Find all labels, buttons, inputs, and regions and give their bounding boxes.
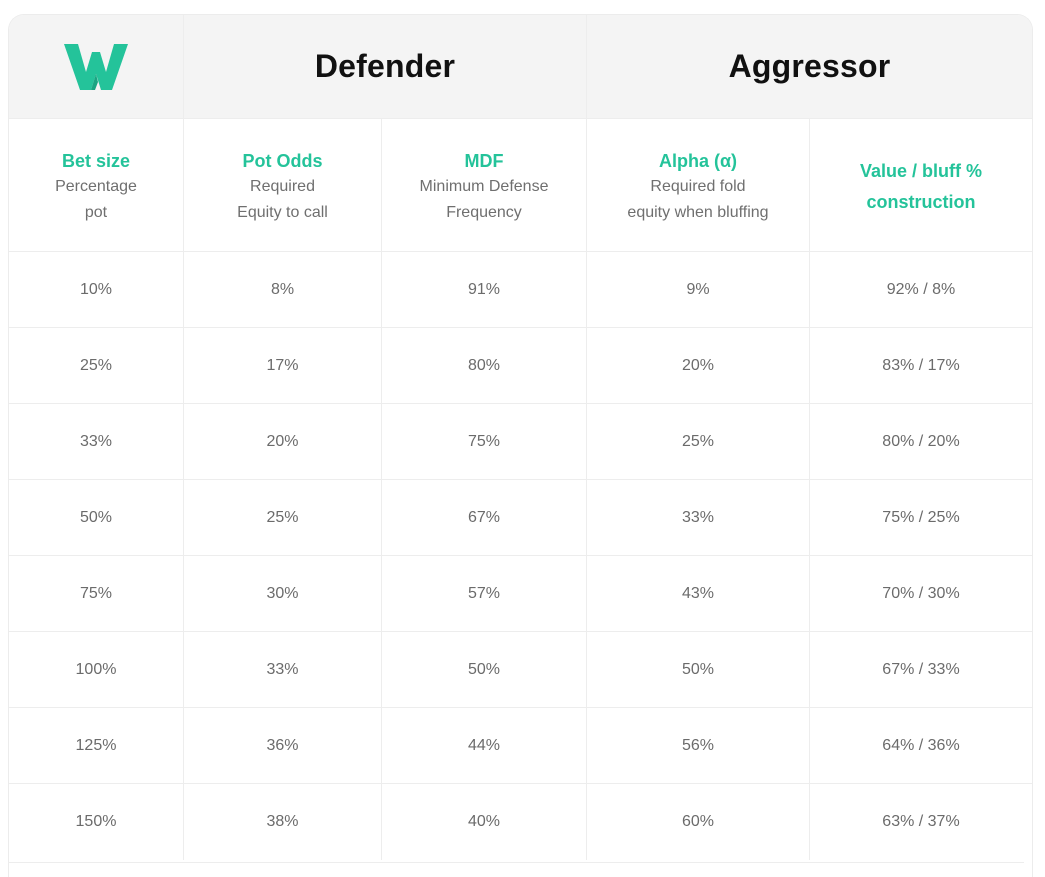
table-bottom-divider — [8, 862, 1024, 863]
table-cell: 10% — [9, 252, 184, 328]
table-cell: 92% / 8% — [810, 252, 1032, 328]
table-cell: 60% — [587, 784, 810, 860]
table-cell: 50% — [382, 632, 587, 708]
table-cell: 38% — [184, 784, 382, 860]
table-cell: 83% / 17% — [810, 328, 1032, 404]
column-subtitle: Minimum Defense — [419, 178, 549, 195]
table-cell: 43% — [587, 556, 810, 632]
table-cell: 56% — [587, 708, 810, 784]
table-cell: 30% — [184, 556, 382, 632]
table-cell: 33% — [9, 404, 184, 480]
table-cell: 9% — [587, 252, 810, 328]
table-cell: 25% — [9, 328, 184, 404]
column-header-pot-odds: Pot Odds Required Equity to call — [184, 119, 382, 252]
table-cell: 20% — [587, 328, 810, 404]
table-cell: 91% — [382, 252, 587, 328]
table-cell: 150% — [9, 784, 184, 860]
table-cell: 100% — [9, 632, 184, 708]
table-cell: 17% — [184, 328, 382, 404]
aggressor-group-header: Aggressor — [587, 15, 1032, 119]
column-title: Pot Odds — [242, 151, 323, 171]
column-title: Alpha (α) — [658, 151, 738, 171]
table-cell: 125% — [9, 708, 184, 784]
logo-cell — [9, 15, 184, 119]
column-header-mdf: MDF Minimum Defense Frequency — [382, 119, 587, 252]
defender-group-header: Defender — [184, 15, 587, 119]
table-cell: 57% — [382, 556, 587, 632]
table-cell: 80% / 20% — [810, 404, 1032, 480]
table-cell: 8% — [184, 252, 382, 328]
table-cell: 63% / 37% — [882, 813, 960, 830]
table-cell: 75% — [382, 404, 587, 480]
table-cell: 36% — [184, 708, 382, 784]
aggressor-title: Aggressor — [728, 48, 891, 84]
column-header-value-bluff: Value / bluff % construction — [810, 119, 1032, 252]
table-cell: 75% / 25% — [810, 480, 1032, 556]
table-cell: 67% / 33% — [810, 632, 1032, 708]
table-cell: 20% — [184, 404, 382, 480]
table-cell: 75% — [9, 556, 184, 632]
table-cell: 70% / 30% — [810, 556, 1032, 632]
table-cell: 80% — [382, 328, 587, 404]
poker-bet-sizing-table: Defender Aggressor Bet size Percentage p… — [8, 14, 1033, 877]
column-subtitle: Required fold — [650, 178, 746, 195]
table-grid: Defender Aggressor Bet size Percentage p… — [9, 15, 1032, 860]
table-cell: 25% — [587, 404, 810, 480]
table-cell: 33% — [587, 480, 810, 556]
column-title: construction — [866, 192, 976, 212]
defender-title: Defender — [314, 48, 456, 84]
table-cell: 25% — [184, 480, 382, 556]
table-cell: 33% — [184, 632, 382, 708]
column-title: MDF — [464, 151, 504, 171]
table-cell: 50% — [587, 632, 810, 708]
column-subtitle: equity when bluffing — [627, 204, 769, 221]
table-cell: 40% — [382, 784, 587, 860]
column-subtitle: Frequency — [446, 204, 522, 221]
table-cell: 67% — [382, 480, 587, 556]
column-subtitle: pot — [84, 204, 108, 221]
table-cell: 44% — [382, 708, 587, 784]
table-cell: 64% / 36% — [810, 708, 1032, 784]
column-header-alpha: Alpha (α) Required fold equity when bluf… — [587, 119, 810, 252]
table-cell: 50% — [9, 480, 184, 556]
column-header-bet-size: Bet size Percentage pot — [9, 119, 184, 252]
column-subtitle: Equity to call — [237, 204, 328, 221]
column-subtitle: Required — [250, 178, 315, 195]
column-subtitle: Percentage — [55, 178, 137, 195]
w-logo-icon — [64, 43, 128, 90]
column-title: Value / bluff % — [859, 161, 983, 181]
column-title: Bet size — [61, 151, 131, 171]
